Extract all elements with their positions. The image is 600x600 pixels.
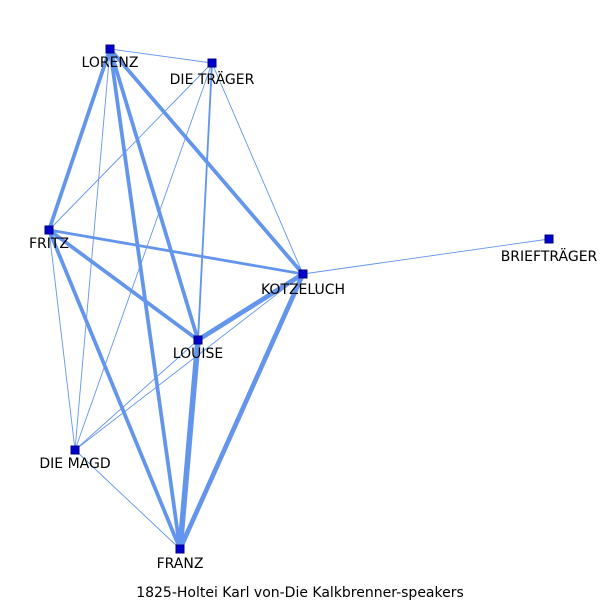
edge-lorenz-die-magd: [74, 48, 111, 451]
node-louise: [193, 335, 203, 345]
edge-die-traeger-die-magd: [74, 62, 213, 451]
edge-kotzeluch-brieftraeger: [302, 238, 550, 275]
edges-layer: [47, 47, 550, 550]
edge-kotzeluch-die-magd: [74, 273, 304, 451]
node-label-franz: FRANZ: [157, 556, 204, 572]
edge-fritz-kotzeluch: [48, 228, 304, 276]
edge-lorenz-die-traeger: [109, 48, 213, 64]
node-fritz: [44, 225, 54, 235]
edge-louise-die-magd: [74, 339, 199, 451]
edge-die-traeger-louise: [197, 62, 213, 341]
edge-kotzeluch-louise: [196, 272, 305, 342]
edge-lorenz-fritz: [47, 48, 112, 231]
edge-lorenz-louise: [108, 48, 200, 341]
node-lorenz: [105, 44, 115, 54]
node-franz: [175, 544, 185, 554]
edge-fritz-louise: [47, 228, 200, 342]
labels-layer: LORENZ DIE TRÄGER FRITZ BRIEFTRÄGER KOTZELUC…: [29, 55, 598, 572]
edge-die-traeger-kotzeluch: [211, 62, 304, 275]
node-label-brieftraeger: BRIEFTRÄGER: [501, 247, 598, 265]
node-label-fritz: FRITZ: [29, 236, 69, 252]
edge-louise-franz: [177, 339, 201, 550]
edge-kotzeluch-franz: [177, 273, 306, 550]
node-label-louise: LOUISE: [173, 346, 223, 362]
node-label-lorenz: LORENZ: [82, 55, 139, 71]
node-die-magd: [70, 445, 80, 455]
nodes-layer: [44, 44, 554, 554]
node-die-traeger: [207, 58, 217, 68]
edge-fritz-franz: [47, 229, 182, 550]
edge-die-magd-franz: [74, 449, 181, 550]
node-kotzeluch: [298, 269, 308, 279]
edge-fritz-die-magd: [48, 229, 76, 451]
edge-die-traeger-fritz: [48, 62, 213, 231]
node-label-die-magd: DIE MAGD: [39, 456, 110, 472]
graph-caption: 1825-Holtei Karl von-Die Kalkbrenner-spe…: [136, 585, 464, 600]
node-brieftraeger: [544, 234, 554, 244]
node-label-die-traeger: DIE TRÄGER: [170, 70, 255, 88]
node-label-kotzeluch: KOTZELUCH: [261, 282, 345, 298]
